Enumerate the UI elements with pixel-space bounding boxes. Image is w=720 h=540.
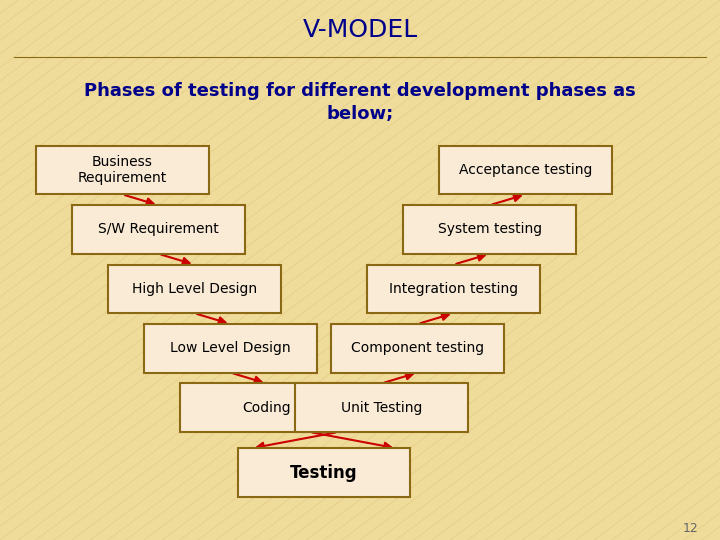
Text: Coding: Coding	[242, 401, 291, 415]
Text: Testing: Testing	[290, 463, 358, 482]
Text: V-MODEL: V-MODEL	[302, 18, 418, 42]
Text: Acceptance testing: Acceptance testing	[459, 163, 593, 177]
Text: Component testing: Component testing	[351, 341, 484, 355]
Text: 12: 12	[683, 522, 698, 535]
Text: S/W Requirement: S/W Requirement	[98, 222, 219, 237]
FancyBboxPatch shape	[144, 324, 317, 373]
FancyBboxPatch shape	[238, 448, 410, 497]
FancyBboxPatch shape	[295, 383, 468, 432]
FancyBboxPatch shape	[331, 324, 504, 373]
FancyBboxPatch shape	[439, 146, 612, 194]
FancyBboxPatch shape	[36, 146, 209, 194]
Text: Unit Testing: Unit Testing	[341, 401, 423, 415]
FancyBboxPatch shape	[72, 205, 245, 254]
FancyBboxPatch shape	[403, 205, 576, 254]
Text: High Level Design: High Level Design	[132, 282, 257, 296]
FancyBboxPatch shape	[180, 383, 353, 432]
Text: Integration testing: Integration testing	[389, 282, 518, 296]
FancyBboxPatch shape	[108, 265, 281, 313]
Text: Low Level Design: Low Level Design	[170, 341, 291, 355]
Text: System testing: System testing	[438, 222, 541, 237]
Text: Business
Requirement: Business Requirement	[78, 155, 167, 185]
Text: Phases of testing for different development phases as
below;: Phases of testing for different developm…	[84, 83, 636, 123]
FancyBboxPatch shape	[367, 265, 540, 313]
